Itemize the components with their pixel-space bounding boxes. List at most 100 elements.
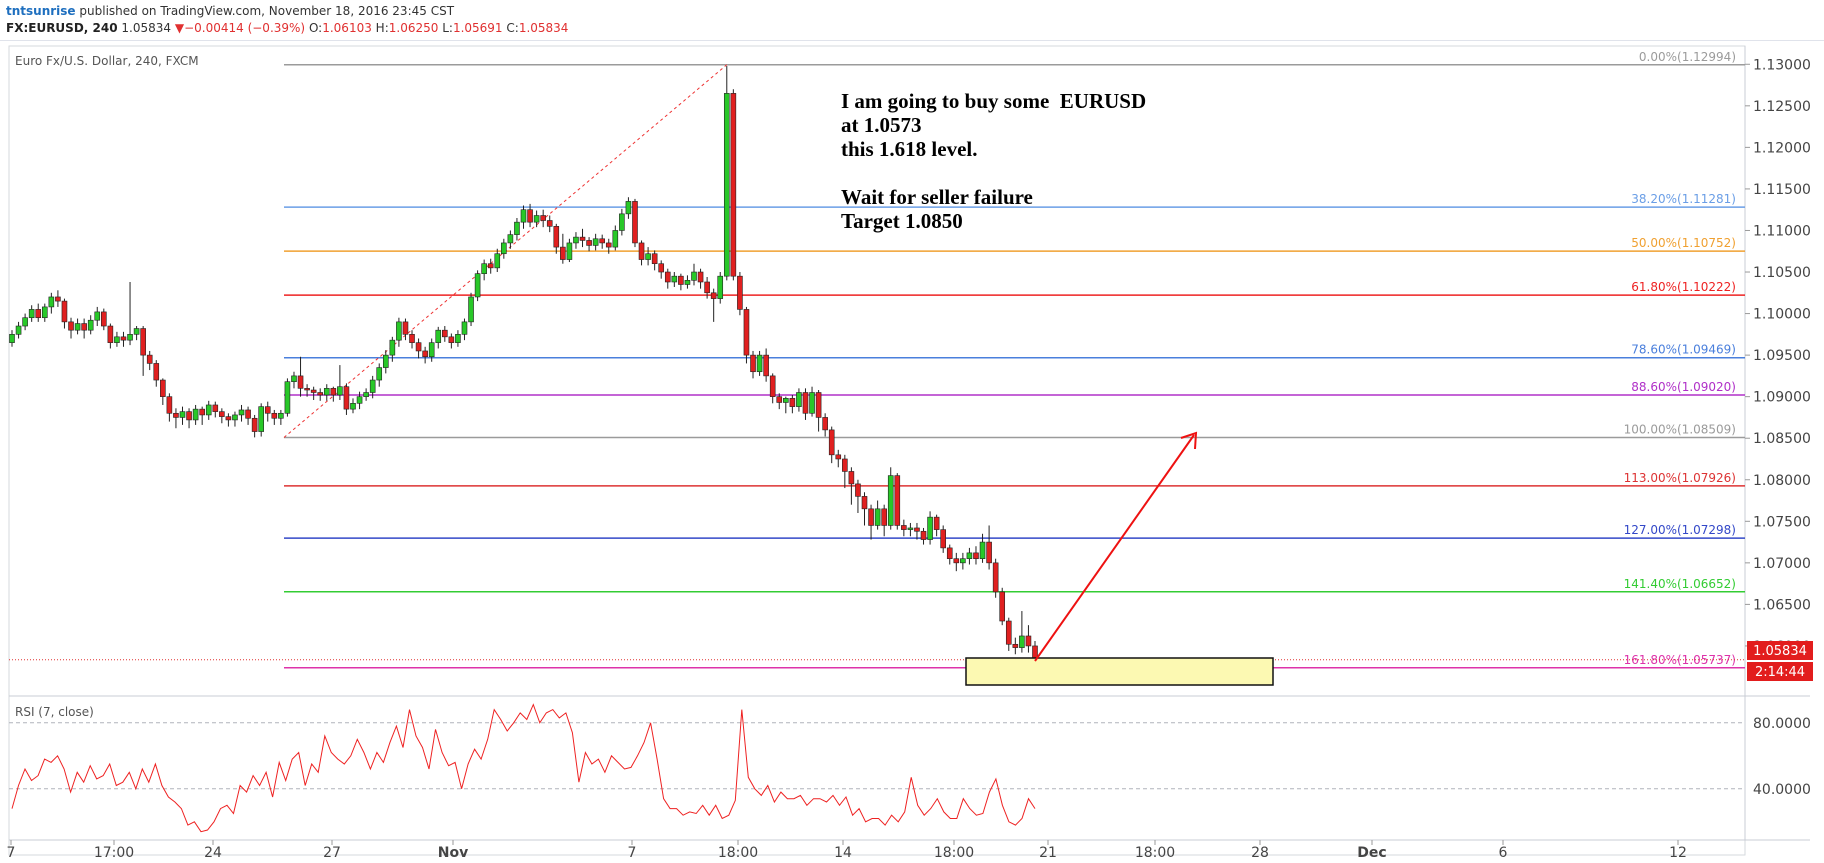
candle xyxy=(435,329,442,343)
annotation-note[interactable]: I am going to buy some EURUSD at 1.0573 … xyxy=(841,89,1146,233)
candle xyxy=(632,201,638,244)
candle xyxy=(638,242,645,260)
candle xyxy=(520,209,527,223)
candle xyxy=(474,273,481,298)
candle xyxy=(317,392,324,396)
candle xyxy=(494,253,501,269)
candle xyxy=(166,396,173,414)
candle xyxy=(120,336,127,341)
candle xyxy=(815,392,822,418)
candle xyxy=(560,246,566,260)
candle xyxy=(684,280,691,285)
candle xyxy=(619,213,625,231)
candle xyxy=(953,558,960,564)
candle xyxy=(756,354,763,373)
candle xyxy=(251,417,258,432)
candle xyxy=(723,93,730,277)
time-tick-label: 21 xyxy=(1039,845,1057,861)
candle xyxy=(743,309,750,356)
candle xyxy=(133,328,140,335)
candle xyxy=(835,454,842,460)
last-price-tag xyxy=(1747,641,1813,660)
candle xyxy=(999,591,1006,622)
candle xyxy=(468,296,474,323)
candle xyxy=(153,363,160,381)
candle xyxy=(914,527,920,532)
time-tick-label: 7 xyxy=(628,845,637,861)
candle xyxy=(409,334,415,343)
candle xyxy=(861,496,868,510)
symbol-label: FX:EURUSD, 240 xyxy=(6,21,118,35)
time-tick-label: 24 xyxy=(204,845,222,861)
candle xyxy=(737,275,743,310)
candle xyxy=(481,263,487,274)
price-axis[interactable]: 1.13000 1.12500 1.12000 1.11500 1.11000 1.105… xyxy=(1745,57,1811,655)
chart-frame xyxy=(8,45,1746,856)
price-chart[interactable]: Euro Fx/U.S. Dollar, 240, FXCM 0.00%(1.1… xyxy=(0,40,1824,863)
author-link[interactable]: tntsunrise xyxy=(6,4,76,18)
candle xyxy=(920,530,927,540)
candle xyxy=(776,396,783,403)
target-arrow[interactable] xyxy=(1034,431,1198,662)
candle xyxy=(697,271,704,283)
price-tick-label: 1.12000 xyxy=(1753,140,1811,156)
high-value: 1.06250 xyxy=(388,21,439,35)
candle xyxy=(205,404,212,416)
candle xyxy=(527,209,533,223)
chart-title: Euro Fx/U.S. Dollar, 240, FXCM xyxy=(15,54,199,68)
candle xyxy=(356,396,363,404)
candle xyxy=(48,296,55,308)
buy-zone-box[interactable] xyxy=(965,657,1274,686)
candle xyxy=(1025,635,1032,647)
time-tick-label: 18:00 xyxy=(1135,845,1175,861)
time-axis[interactable]: 7 17:00 24 27 Nov 7 18:00 14 18:00 21 18:00 28 Dec 6 1… xyxy=(7,840,1687,861)
fib-level-label: 38.20%(1.11281) xyxy=(1631,192,1736,206)
candle xyxy=(330,388,337,396)
candle xyxy=(192,408,199,421)
candle xyxy=(448,336,455,343)
fib-level-label: 50.00%(1.10752) xyxy=(1631,236,1736,250)
fib-level-label: 88.60%(1.09020) xyxy=(1631,380,1736,394)
candle xyxy=(710,292,717,299)
candle xyxy=(625,201,632,215)
price-tick-label: 1.09500 xyxy=(1753,348,1811,364)
candle xyxy=(160,379,166,397)
candle xyxy=(586,240,592,246)
time-tick-label: 12 xyxy=(1669,845,1687,861)
price-tick-label: 1.10500 xyxy=(1753,265,1811,281)
candle xyxy=(402,321,409,335)
candle xyxy=(992,562,999,593)
rsi-line xyxy=(11,703,1036,833)
candle xyxy=(264,406,271,414)
candle xyxy=(894,475,901,526)
price-tick-label: 1.13000 xyxy=(1753,57,1811,73)
candle xyxy=(946,547,953,559)
candle xyxy=(901,525,907,530)
candle xyxy=(651,253,658,265)
candle xyxy=(271,412,278,419)
high-label: H: xyxy=(375,21,389,35)
candle xyxy=(940,529,946,549)
candle xyxy=(323,388,330,396)
candle xyxy=(22,317,28,327)
candle xyxy=(127,334,133,341)
countdown-value: 2:14:44 xyxy=(1755,665,1805,680)
candle xyxy=(842,458,848,472)
fib-level-label: 161.80%(1.05737) xyxy=(1624,653,1736,667)
candle xyxy=(107,325,114,343)
candle xyxy=(455,334,461,343)
candle xyxy=(691,271,697,281)
candle xyxy=(225,416,232,421)
candle xyxy=(487,263,494,269)
candle xyxy=(428,342,435,358)
candle xyxy=(297,375,304,389)
candle xyxy=(855,483,861,497)
arrow-head-icon xyxy=(1180,431,1198,450)
candle xyxy=(553,226,560,248)
candle xyxy=(592,238,599,246)
fibonacci-extension[interactable]: 0.00%(1.12994) 38.20%(1.11281) 50.00%(1.10… xyxy=(284,50,1745,669)
candle xyxy=(81,323,87,331)
candle xyxy=(232,414,238,421)
candle xyxy=(376,367,383,381)
candle xyxy=(763,354,769,377)
